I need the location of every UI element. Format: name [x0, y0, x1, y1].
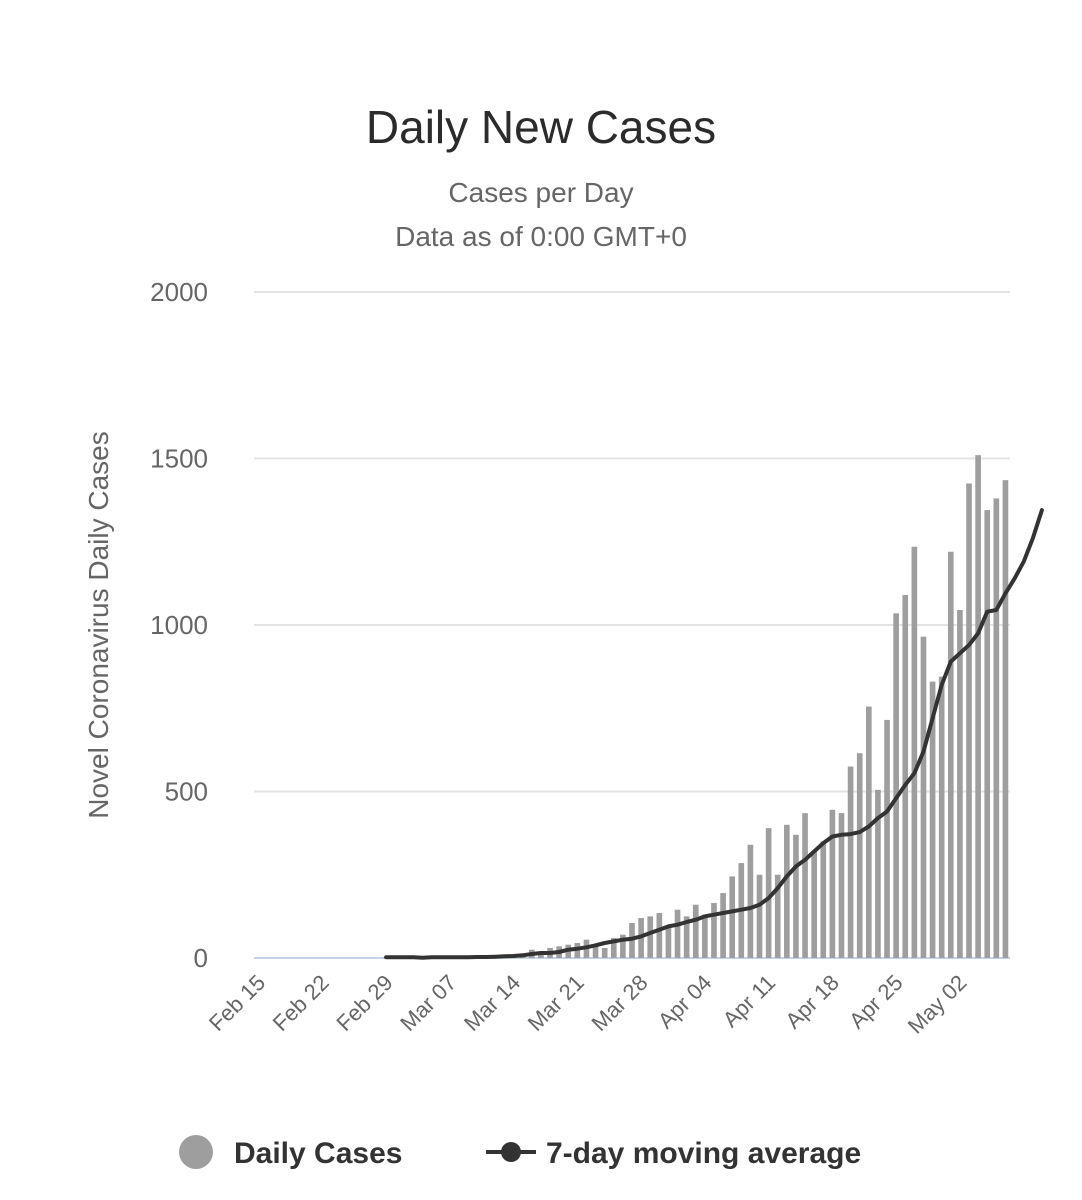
- bar-daily-cases[interactable]: [756, 874, 763, 958]
- bar-daily-cases[interactable]: [747, 844, 754, 958]
- x-tick-label: Mar 07: [395, 970, 461, 1036]
- bar-daily-cases[interactable]: [784, 824, 790, 958]
- x-tick-label: Mar 14: [459, 970, 525, 1036]
- bar-daily-cases[interactable]: [856, 753, 863, 958]
- x-tick-label: May 02: [903, 970, 972, 1039]
- y-tick-label: 1000: [150, 610, 208, 640]
- bar-daily-cases[interactable]: [656, 913, 663, 958]
- bar-daily-cases[interactable]: [683, 916, 690, 958]
- chart-subtitle-line-2: Data as of 0:00 GMT+0: [395, 221, 687, 252]
- bar-daily-cases[interactable]: [875, 789, 881, 958]
- y-tick-label: 2000: [150, 277, 208, 307]
- bar-daily-cases[interactable]: [665, 926, 672, 958]
- bar-daily-cases[interactable]: [884, 719, 890, 958]
- bar-daily-cases[interactable]: [957, 610, 963, 958]
- x-tick-label: Apr 18: [780, 970, 844, 1034]
- bar-daily-cases[interactable]: [938, 676, 945, 958]
- bar-daily-cases[interactable]: [911, 546, 918, 958]
- x-tick-label: Mar 28: [587, 970, 653, 1036]
- legend-daily-cases-swatch-icon: [179, 1135, 213, 1169]
- y-tick-label: 500: [165, 777, 208, 807]
- bar-daily-cases[interactable]: [865, 706, 872, 958]
- bar-daily-cases[interactable]: [802, 813, 808, 958]
- bar-daily-cases[interactable]: [975, 455, 981, 958]
- bar-daily-cases[interactable]: [765, 828, 772, 958]
- legend-moving-average-marker-icon: [501, 1142, 521, 1162]
- bar-daily-cases[interactable]: [610, 938, 617, 958]
- bar-daily-cases[interactable]: [620, 934, 626, 958]
- moving-average-series: [384, 508, 1044, 960]
- moving-average-line[interactable]: [384, 508, 1044, 960]
- bar-daily-cases[interactable]: [893, 613, 899, 958]
- bar-daily-cases[interactable]: [692, 904, 699, 958]
- x-tick-label: Apr 04: [653, 970, 717, 1034]
- legend-moving-average-label: 7-day moving average: [546, 1137, 861, 1170]
- y-tick-label: 1500: [150, 444, 208, 474]
- y-tick-label: 0: [194, 943, 208, 973]
- x-tick-label: Mar 21: [523, 970, 589, 1036]
- chart-subtitle-line-1: Cases per Day: [448, 177, 633, 208]
- y-axis-ticks: 0 500 1000 1500 2000: [150, 277, 208, 973]
- bar-daily-cases[interactable]: [1002, 480, 1009, 958]
- bar-daily-cases[interactable]: [838, 813, 845, 958]
- bar-daily-cases[interactable]: [947, 551, 954, 958]
- bar-daily-cases[interactable]: [674, 909, 681, 958]
- bar-daily-cases[interactable]: [774, 874, 781, 958]
- bar-daily-cases[interactable]: [966, 483, 972, 958]
- bar-daily-cases[interactable]: [601, 948, 608, 958]
- legend[interactable]: Daily Cases 7-day moving average: [179, 1135, 861, 1170]
- x-tick-label: Apr 25: [844, 970, 908, 1034]
- x-tick-label: Feb 22: [268, 970, 334, 1036]
- y-axis-label: Novel Coronavirus Daily Cases: [83, 431, 114, 818]
- bar-daily-cases[interactable]: [647, 916, 654, 958]
- bar-daily-cases[interactable]: [984, 510, 991, 958]
- grid-lines: [254, 291, 1010, 959]
- x-tick-label: Apr 11: [718, 970, 780, 1032]
- bar-daily-cases[interactable]: [711, 903, 717, 958]
- bar-daily-cases[interactable]: [993, 498, 1000, 958]
- bar-series: [383, 455, 1009, 958]
- bar-daily-cases[interactable]: [702, 914, 708, 958]
- bar-daily-cases[interactable]: [793, 834, 799, 958]
- bar-daily-cases[interactable]: [829, 809, 836, 958]
- bar-daily-cases[interactable]: [929, 681, 936, 958]
- bar-daily-cases[interactable]: [729, 876, 736, 958]
- x-tick-label: Feb 15: [204, 970, 270, 1036]
- bar-daily-cases[interactable]: [820, 841, 827, 958]
- bar-daily-cases[interactable]: [592, 944, 599, 958]
- chart-title: Daily New Cases: [366, 101, 716, 153]
- legend-item-daily-cases[interactable]: Daily Cases: [179, 1135, 402, 1170]
- x-tick-label: Feb 29: [332, 970, 398, 1036]
- legend-item-moving-average[interactable]: 7-day moving average: [486, 1137, 861, 1170]
- bar-daily-cases[interactable]: [720, 893, 726, 958]
- bar-daily-cases[interactable]: [920, 636, 927, 958]
- bar-daily-cases[interactable]: [811, 851, 817, 958]
- legend-daily-cases-label: Daily Cases: [234, 1137, 402, 1170]
- bar-daily-cases[interactable]: [847, 766, 854, 958]
- bar-daily-cases[interactable]: [902, 595, 909, 958]
